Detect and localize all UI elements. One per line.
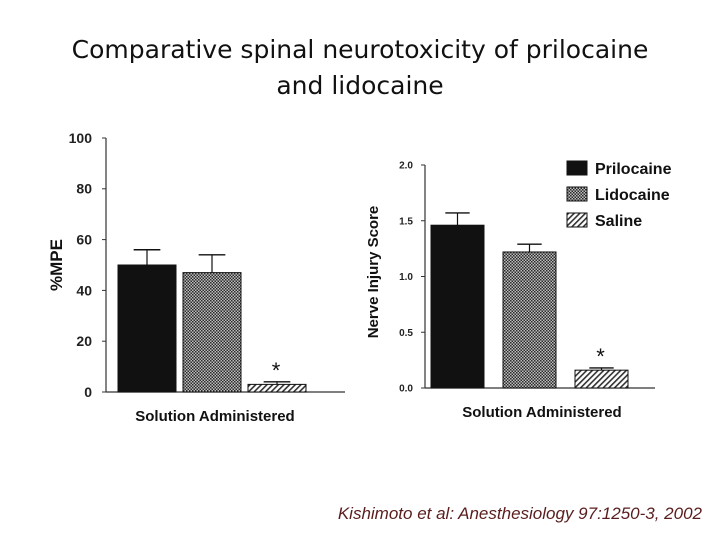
x-axis-label: Solution Administered: [135, 408, 294, 425]
y-tick-label: 0.0: [399, 384, 413, 395]
slide-title-line-1: Comparative spinal neurotoxicity of pril…: [71, 35, 649, 64]
y-tick-label: 1.5: [399, 216, 413, 227]
bar-prilocaine: [430, 224, 485, 389]
citation: Kishimoto et al: Anesthesiology 97:1250-…: [337, 504, 702, 523]
y-tick-label: 1.0: [399, 272, 413, 283]
legend-swatch-prilocaine: [566, 160, 588, 176]
y-tick-label: 40: [76, 282, 92, 298]
legend-swatch-saline: [566, 212, 588, 228]
legend-label-prilocaine: Prilocaine: [595, 161, 672, 178]
y-axis-label: Nerve Injury Score: [365, 206, 382, 339]
bar-prilocaine: [117, 264, 177, 393]
y-tick-label: 60: [76, 232, 92, 248]
bar-saline: [247, 383, 307, 393]
y-tick-label: 2.0: [399, 161, 413, 172]
bar-lidocaine: [182, 272, 242, 393]
mpe-chart: 0 20 40 60 80 100 * %MPE Solution Administered: [47, 130, 345, 425]
significance-asterisk: *: [272, 358, 281, 383]
nerve-injury-chart: 0.0 0.5 1.0 1.5 2.0 * Nerve Injury Score Soluti…: [365, 160, 672, 421]
y-axis-label: %MPE: [47, 239, 66, 291]
slide-title: Comparative spinal neurotoxicity of pril…: [40, 32, 680, 104]
y-tick-label: 20: [76, 333, 92, 349]
significance-asterisk: *: [596, 344, 605, 369]
y-tick-label: 100: [69, 130, 93, 146]
legend-label-lidocaine: Lidocaine: [595, 187, 670, 204]
y-tick-label: 0: [84, 384, 92, 400]
y-tick-label: 80: [76, 181, 92, 197]
x-axis-label: Solution Administered: [462, 404, 621, 421]
slide-title-line-2: and lidocaine: [276, 71, 444, 100]
legend-label-saline: Saline: [595, 213, 642, 230]
bar-saline: [574, 369, 629, 389]
y-tick-label: 0.5: [399, 328, 413, 339]
bar-lidocaine: [502, 251, 557, 389]
legend-swatch-lidocaine: [566, 186, 588, 202]
